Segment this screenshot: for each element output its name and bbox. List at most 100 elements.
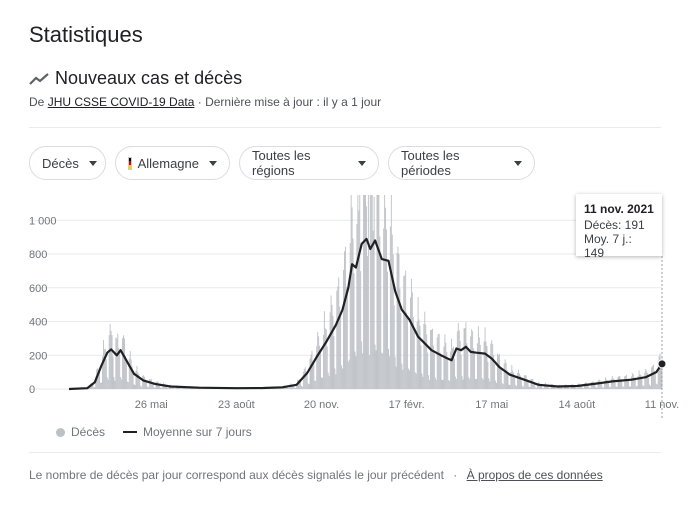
death-bar xyxy=(651,367,652,389)
death-bar xyxy=(92,383,94,389)
death-bar xyxy=(566,385,568,389)
death-bar xyxy=(643,386,645,389)
death-bar xyxy=(480,355,482,389)
death-bar xyxy=(508,384,510,389)
death-bar xyxy=(350,195,352,389)
y-tick-label: 600 xyxy=(29,283,47,295)
death-bar xyxy=(636,386,638,389)
caret-down-icon xyxy=(358,160,366,166)
death-bar xyxy=(351,207,353,389)
tooltip-average: Moy. 7 j.: 149 xyxy=(584,232,632,260)
death-bar xyxy=(515,385,517,389)
death-bar xyxy=(308,384,310,389)
death-bar xyxy=(314,380,316,389)
death-bar xyxy=(504,359,506,389)
death-bar xyxy=(361,341,363,389)
death-bar xyxy=(657,360,659,389)
about-data-link[interactable]: À propos de ces données xyxy=(466,468,603,482)
death-bar xyxy=(396,252,398,389)
death-bar xyxy=(106,377,108,389)
death-bar xyxy=(463,328,465,389)
death-bar xyxy=(405,270,407,389)
death-bar xyxy=(293,385,295,389)
metric-dropdown[interactable]: Décès xyxy=(29,146,106,180)
death-bar xyxy=(324,328,326,389)
death-bar xyxy=(546,384,548,389)
line-legend-swatch xyxy=(123,431,138,433)
death-bar xyxy=(495,380,497,389)
death-bar xyxy=(347,361,349,389)
death-bar xyxy=(617,377,619,389)
death-bar xyxy=(432,345,434,389)
death-bar xyxy=(477,326,479,389)
death-bar xyxy=(568,388,570,389)
death-bar xyxy=(167,388,168,389)
death-bar xyxy=(116,338,118,389)
death-bar xyxy=(414,372,416,389)
death-bar xyxy=(422,376,424,389)
deaths-chart[interactable]: 0 200 400 600 800 1 000 26 mai 23 août 20 nov. 17… xyxy=(0,0,700,420)
region-dropdown[interactable]: Toutes les régions xyxy=(239,146,379,180)
death-bar xyxy=(154,387,156,389)
death-bar xyxy=(321,377,322,389)
x-tick-label: 17 mai xyxy=(475,399,508,411)
death-bar xyxy=(358,210,360,389)
death-bar xyxy=(484,327,486,389)
death-bar xyxy=(97,368,99,389)
death-bar xyxy=(468,377,470,389)
death-bar xyxy=(384,195,386,389)
death-bar xyxy=(439,352,441,389)
death-bar xyxy=(135,370,137,389)
death-bar xyxy=(95,376,97,389)
country-dropdown-label: Allemagne xyxy=(137,155,199,171)
death-bar xyxy=(300,385,302,389)
death-bar xyxy=(381,352,383,389)
death-bar xyxy=(380,258,382,389)
death-bar xyxy=(354,351,356,389)
source-link[interactable]: JHU CSSE COVID-19 Data xyxy=(47,95,195,109)
death-bar xyxy=(501,383,503,389)
death-bar xyxy=(485,341,487,389)
death-bar xyxy=(466,343,468,389)
death-bar xyxy=(497,355,499,389)
death-bar xyxy=(118,347,120,389)
death-bar xyxy=(123,335,124,389)
death-bar xyxy=(179,387,181,389)
death-bar xyxy=(107,379,109,389)
death-bar xyxy=(464,328,466,389)
death-bar xyxy=(541,385,542,389)
death-bar xyxy=(369,195,371,389)
death-bar xyxy=(437,333,439,389)
death-bar xyxy=(500,368,502,389)
divider-top xyxy=(29,127,661,128)
death-bar xyxy=(346,292,348,389)
death-bar xyxy=(467,350,469,389)
death-bar xyxy=(548,387,550,389)
death-bar xyxy=(649,384,651,389)
death-bar xyxy=(424,311,426,389)
death-bar xyxy=(344,246,346,389)
death-bar xyxy=(303,369,305,389)
death-bar xyxy=(302,371,304,389)
germany-flag-icon xyxy=(128,156,132,170)
death-bar xyxy=(452,348,453,389)
death-bar xyxy=(625,375,627,389)
trending-up-icon xyxy=(29,72,49,85)
death-bar xyxy=(120,377,122,389)
death-bar xyxy=(315,380,317,389)
death-bar xyxy=(348,359,350,389)
death-bar xyxy=(583,388,585,389)
death-bar xyxy=(435,379,437,389)
country-dropdown[interactable]: Allemagne xyxy=(115,146,230,180)
death-bar xyxy=(398,254,400,389)
death-bar xyxy=(609,387,611,389)
period-dropdown-label: Toutes les périodes xyxy=(401,148,460,178)
death-bar xyxy=(349,243,351,389)
death-bar xyxy=(132,373,134,389)
death-bar xyxy=(599,379,601,389)
death-bar xyxy=(547,386,549,389)
death-bar xyxy=(325,329,327,389)
death-bar xyxy=(318,336,320,389)
period-dropdown[interactable]: Toutes les périodes xyxy=(388,146,535,180)
death-bar xyxy=(469,379,471,389)
